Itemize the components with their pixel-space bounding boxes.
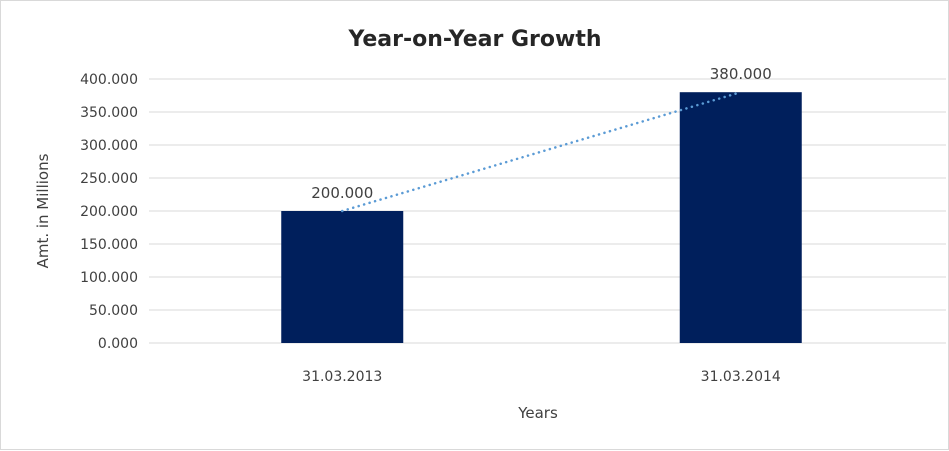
- y-tick-label: 200.000: [80, 204, 138, 220]
- y-tick-label: 0.000: [98, 336, 138, 352]
- trendline: [341, 90, 742, 213]
- x-tick-label: 31.03.2014: [701, 369, 781, 385]
- bar: [281, 211, 404, 343]
- y-tick-label: 250.000: [80, 171, 138, 187]
- y-tick-label: 100.000: [80, 270, 138, 286]
- bar: [679, 92, 802, 343]
- chart-title: Year-on-Year Growth: [347, 27, 601, 52]
- y-tick-label: 150.000: [80, 237, 138, 253]
- y-tick-label: 50.000: [89, 303, 138, 319]
- x-tick-label: 31.03.2013: [302, 369, 382, 385]
- data-label: 380.000: [710, 65, 772, 83]
- data-label: 200.000: [311, 184, 373, 202]
- y-tick-label: 400.000: [80, 72, 138, 88]
- y-tick-label: 350.000: [80, 105, 138, 121]
- y-axis-label: Amt. in Millions: [34, 153, 52, 268]
- x-axis-label: Years: [517, 404, 558, 422]
- y-tick-label: 300.000: [80, 138, 138, 154]
